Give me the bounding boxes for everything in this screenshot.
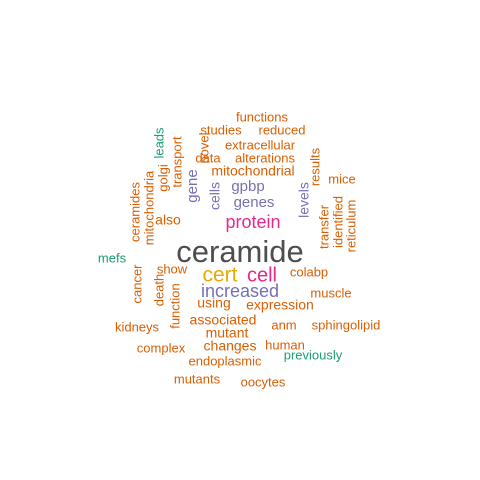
word-data: data <box>195 150 221 165</box>
word-also: also <box>155 212 181 228</box>
word-using: using <box>197 295 230 311</box>
word-anm: anm <box>271 317 296 332</box>
word-genes: genes <box>234 194 275 211</box>
word-sphingolipid: sphingolipid <box>312 317 381 332</box>
word-cell: cell <box>247 264 277 286</box>
word-oocytes: oocytes <box>241 374 286 389</box>
word-expression: expression <box>246 297 314 313</box>
word-death: death <box>151 274 166 307</box>
word-human: human <box>265 337 305 352</box>
word-increased: increased <box>201 281 279 301</box>
word-transfer: transfer <box>316 204 331 249</box>
word-leads: leads <box>151 127 166 159</box>
word-mice: mice <box>328 171 355 186</box>
word-associated: associated <box>190 312 257 328</box>
word-previously: previously <box>284 347 343 362</box>
word-cancer: cancer <box>129 264 144 304</box>
word-ceramides: ceramides <box>127 182 142 242</box>
word-gene: gene <box>184 169 201 202</box>
word-endoplasmic: endoplasmic <box>189 353 262 368</box>
word-protein: protein <box>225 212 280 232</box>
word-extracellular: extracellular <box>225 137 296 152</box>
word-ceramide: ceramide <box>176 234 304 269</box>
word-mutants: mutants <box>174 371 221 386</box>
word-changes: changes <box>204 338 257 354</box>
word-colabp: colabp <box>290 264 328 279</box>
word-reduced: reduced <box>259 122 306 137</box>
word-alterations: alterations <box>235 150 295 165</box>
word-mutant: mutant <box>206 325 249 341</box>
word-golgi: golgi <box>155 164 170 192</box>
word-cert: cert <box>202 264 237 287</box>
word-complex: complex <box>137 340 186 355</box>
word-identified: identified <box>330 196 345 248</box>
word-mefs: mefs <box>98 250 127 265</box>
word-mitochondrial: mitochondrial <box>211 163 294 179</box>
word-cells: cells <box>207 182 223 210</box>
word-novel: novel <box>196 132 211 163</box>
word-studies: studies <box>200 122 242 137</box>
word-function: function <box>167 283 182 329</box>
word-muscle: muscle <box>310 285 351 300</box>
word-show: show <box>157 261 188 276</box>
word-transport: transport <box>169 136 184 188</box>
word-gpbp: gpbp <box>231 178 264 195</box>
word-functions: functions <box>236 109 289 124</box>
word-reticulum: reticulum <box>343 200 358 253</box>
word-results: results <box>307 147 322 186</box>
word-mitochondria: mitochondria <box>141 170 156 245</box>
word-levels: levels <box>296 182 312 218</box>
word-kidneys: kidneys <box>115 319 160 334</box>
